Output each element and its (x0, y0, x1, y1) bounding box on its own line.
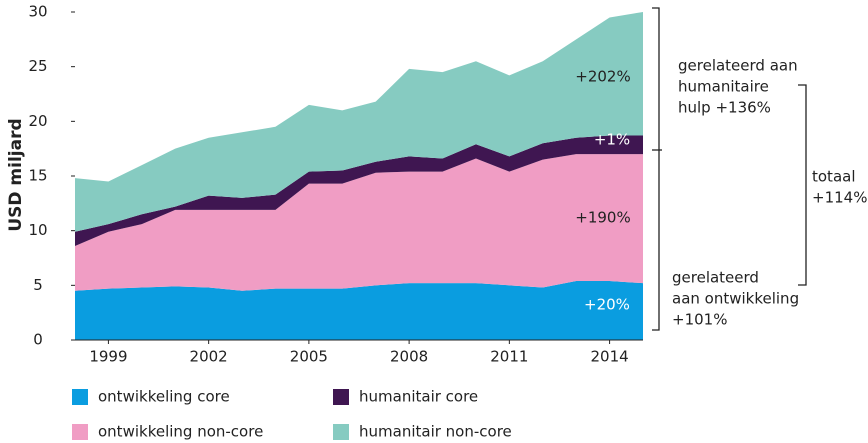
legend-swatch (333, 389, 349, 405)
legend-label: humanitair non-core (359, 423, 512, 441)
annotation: gerelateerd (672, 269, 759, 287)
legend-swatch (72, 424, 88, 440)
x-tick-label: 2002 (190, 348, 228, 366)
annotation: +101% (672, 311, 727, 329)
annotation: humanitaire (678, 78, 769, 96)
area-label: +190% (575, 209, 630, 227)
annotation: hulp +136% (678, 99, 771, 117)
y-tick-label: 20 (28, 112, 47, 130)
legend-label: ontwikkeling non-core (98, 423, 263, 441)
y-axis-label: USD miljard (6, 118, 26, 231)
area-label: +20% (584, 296, 630, 314)
area (75, 280, 643, 340)
brackets (652, 7, 807, 331)
y-tick-label: 5 (33, 276, 43, 294)
area (75, 135, 643, 246)
legend-swatch (333, 424, 349, 440)
legend-label: humanitair core (359, 388, 478, 406)
area-label: +202% (575, 68, 630, 86)
x-tick-label: 1999 (89, 348, 127, 366)
legend-swatch (72, 389, 88, 405)
annotation: +114% (812, 189, 867, 207)
area (75, 12, 643, 232)
annotation: totaal (812, 168, 856, 186)
x-tick-label: 2014 (590, 348, 628, 366)
bracket (798, 84, 807, 286)
y-tick-label: 15 (28, 167, 47, 185)
y-tick-label: 10 (28, 221, 47, 239)
area (75, 154, 643, 291)
x-tick-label: 2005 (290, 348, 328, 366)
y-tick-label: 0 (33, 331, 43, 349)
legend-label: ontwikkeling core (98, 388, 230, 406)
y-tick-label: 25 (28, 57, 47, 75)
annotation: aan ontwikkeling (672, 290, 799, 308)
annotation: gerelateerd aan (678, 57, 798, 75)
x-tick-label: 2011 (490, 348, 528, 366)
y-tick-label: 30 (28, 3, 47, 21)
x-tick-label: 2008 (390, 348, 428, 366)
area-label: +1% (594, 131, 630, 149)
bracket (652, 7, 660, 331)
